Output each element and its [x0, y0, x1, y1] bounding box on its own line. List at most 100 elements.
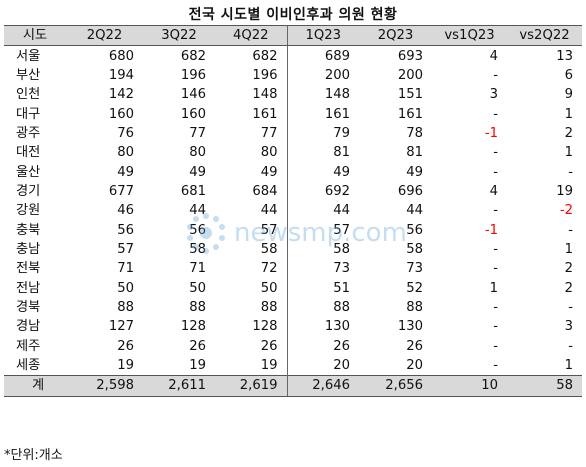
cell-region: 충남 — [16, 241, 41, 257]
cell-4q22: 88 — [215, 297, 288, 318]
cell-3q22: 58 — [189, 241, 206, 257]
table-row: 서울 680 682 682 689 693 4 13 — [4, 45, 582, 66]
cell-1q23: 689 — [324, 48, 350, 64]
cell-4q22: 26 — [215, 336, 288, 356]
cell-region: 경북 — [16, 299, 41, 315]
cell-vs2q22: - — [568, 164, 573, 180]
total-row: 계 2,598 2,611 2,619 2,646 2,656 10 58 — [4, 375, 582, 397]
cell-vs2q22: 2 — [564, 125, 573, 141]
cell-2q23: 52 — [406, 280, 423, 296]
table-row: 강원 46 44 44 44 44 - -2 — [4, 201, 582, 221]
cell-vs2q22: 2 — [564, 280, 573, 296]
table-row: 경남 127 128 128 130 130 - 3 — [4, 317, 582, 337]
cell-2q22: 56 — [117, 222, 134, 238]
cell-2q23: 58 — [406, 241, 423, 257]
cell-vs1q23: - — [493, 319, 498, 335]
table-row: 충남 57 58 58 58 58 - 1 — [4, 239, 582, 260]
total-vs1q23: 10 — [432, 375, 507, 397]
cell-2q22: 127 — [108, 319, 134, 335]
column-header-vs2q22: vs2Q22 — [507, 24, 582, 47]
cell-vs1q23: - — [493, 338, 498, 354]
column-header-2q23: 2Q23 — [359, 24, 432, 47]
cell-2q23: 88 — [406, 299, 423, 315]
table-row: 대구 160 160 161 161 161 - 1 — [4, 104, 582, 124]
cell-4q22: 148 — [215, 85, 288, 105]
cell-vs1q23: - — [493, 299, 498, 315]
cell-vs1q23: - — [493, 164, 498, 180]
cell-2q22: 71 — [117, 261, 134, 277]
cell-3q22: 26 — [189, 338, 206, 354]
column-header-4q22: 4Q22 — [215, 24, 288, 47]
cell-2q22: 80 — [117, 145, 134, 161]
total-label: 계 — [4, 375, 66, 397]
cell-2q22: 50 — [117, 280, 134, 296]
cell-vs2q22: 2 — [564, 261, 573, 277]
cell-3q22: 50 — [189, 280, 206, 296]
cell-region: 제주 — [16, 338, 41, 354]
cell-1q23: 44 — [333, 203, 350, 219]
cell-2q23: 130 — [397, 319, 423, 335]
table-row: 경기 677 681 684 692 696 4 19 — [4, 181, 582, 202]
cell-region: 부산 — [16, 67, 41, 83]
cell-vs1q23: 4 — [489, 183, 498, 199]
total-vs2q22: 58 — [507, 375, 582, 397]
cell-2q23: 693 — [397, 48, 423, 64]
cell-1q23: 200 — [324, 67, 350, 83]
cell-2q23: 200 — [397, 67, 423, 83]
cell-3q22: 49 — [189, 164, 206, 180]
cell-vs1q23: - — [493, 241, 498, 257]
cell-3q22: 128 — [180, 319, 206, 335]
cell-1q23: 81 — [333, 145, 350, 161]
cell-region: 서울 — [16, 48, 41, 64]
cell-vs2q22: 1 — [564, 145, 573, 161]
cell-1q23: 161 — [324, 106, 350, 122]
cell-4q22: 682 — [215, 45, 288, 66]
cell-vs2q22: - — [568, 299, 573, 315]
cell-1q23: 20 — [333, 358, 350, 374]
cell-vs1q23: 4 — [489, 48, 498, 64]
cell-2q22: 76 — [117, 125, 134, 141]
cell-region: 광주 — [16, 125, 41, 141]
cell-3q22: 681 — [180, 183, 206, 199]
cell-4q22: 196 — [215, 65, 288, 86]
cell-4q22: 57 — [215, 220, 288, 240]
cell-vs1q23: - — [493, 203, 498, 219]
column-header-2q22: 2Q22 — [66, 24, 143, 47]
cell-1q23: 58 — [333, 241, 350, 257]
cell-region: 충북 — [16, 222, 41, 238]
cell-region: 인천 — [16, 87, 41, 103]
cell-vs2q22: - — [568, 338, 573, 354]
total-3q22: 2,611 — [143, 375, 215, 397]
cell-1q23: 130 — [324, 319, 350, 335]
cell-2q23: 49 — [406, 164, 423, 180]
cell-region: 대구 — [16, 106, 41, 122]
table-row: 경북 88 88 88 88 88 - - — [4, 297, 582, 318]
cell-3q22: 44 — [189, 203, 206, 219]
cell-vs2q22: 3 — [564, 319, 573, 335]
cell-2q22: 194 — [108, 67, 134, 83]
cell-vs1q23: 1 — [489, 280, 498, 296]
cell-2q22: 19 — [117, 358, 134, 374]
cell-4q22: 80 — [215, 143, 288, 163]
cell-vs2q22: 19 — [556, 183, 573, 199]
cell-2q23: 20 — [406, 358, 423, 374]
cell-2q22: 46 — [117, 203, 134, 219]
cell-2q22: 680 — [108, 48, 134, 64]
cell-2q23: 44 — [406, 203, 423, 219]
cell-2q22: 160 — [108, 106, 134, 122]
cell-4q22: 77 — [215, 123, 288, 144]
cell-3q22: 146 — [180, 87, 206, 103]
table-row: 인천 142 146 148 148 151 3 9 — [4, 85, 582, 105]
cell-region: 강원 — [16, 203, 41, 219]
column-header-region: 시도 — [4, 24, 66, 47]
cell-2q22: 88 — [117, 299, 134, 315]
table-body: 서울 680 682 682 689 693 4 13 부산 194 196 196 200 200-6 인… — [4, 45, 582, 376]
table-row: 울산 49 49 49 49 49 - - — [4, 162, 582, 182]
cell-4q22: 49 — [215, 162, 288, 182]
cell-3q22: 77 — [189, 125, 206, 141]
cell-region: 대전 — [16, 145, 41, 161]
cell-vs1q23: - — [493, 145, 498, 161]
cell-region: 울산 — [16, 164, 41, 180]
data-table: 시도 2Q22 3Q22 4Q22 1Q23 2Q23 vs1Q23 vs2Q2… — [4, 24, 582, 397]
cell-4q22: 50 — [215, 278, 288, 298]
